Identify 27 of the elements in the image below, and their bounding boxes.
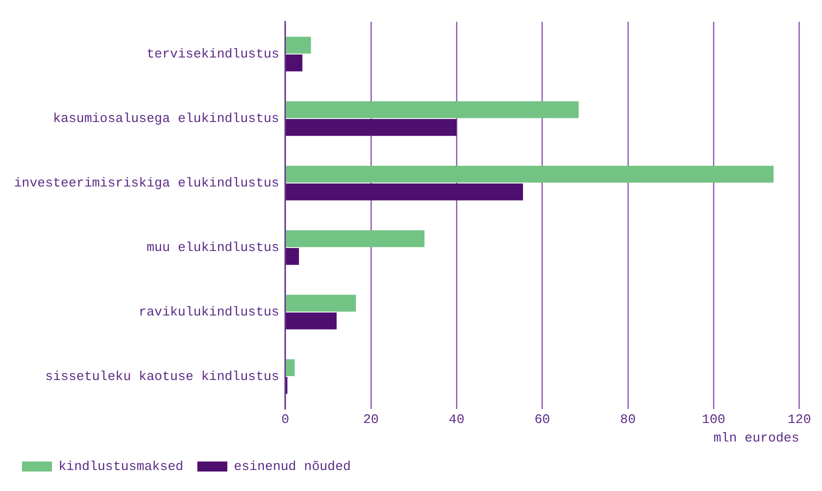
x-tick-label: 20 (363, 412, 379, 428)
x-tick-label: 120 (788, 412, 811, 428)
bar (286, 101, 579, 118)
y-tick-label: muu elukindlustus (146, 240, 280, 255)
bar (286, 230, 424, 248)
legend-label: kindlustusmaksed (58, 458, 184, 474)
y-tick-label: investeerimisriskiga elukindlustus (14, 175, 280, 190)
bar (286, 118, 457, 136)
y-tick-label: sissetuleku kaotuse kindlustus (45, 368, 280, 384)
x-axis-title: mln eurodes (713, 430, 800, 446)
bar (286, 166, 774, 183)
bar (286, 312, 337, 330)
bar (286, 36, 311, 54)
x-tick-label: 40 (448, 412, 464, 428)
bar (286, 54, 302, 72)
x-tick-label: 100 (702, 412, 726, 428)
y-tick-label: kasumiosalusega elukindlustus (52, 110, 280, 126)
legend-label: esinenud nõuded (234, 458, 351, 474)
x-tick-label: 60 (534, 412, 550, 428)
y-tick-label: ravikulukindlustus (138, 304, 280, 320)
x-tick-label: 80 (620, 412, 636, 428)
bar (286, 359, 295, 376)
bar (286, 183, 523, 200)
x-tick-label: 0 (281, 412, 290, 428)
bar (286, 248, 299, 265)
bar (286, 294, 356, 312)
y-tick-label: tervisekindlustus (146, 46, 280, 62)
